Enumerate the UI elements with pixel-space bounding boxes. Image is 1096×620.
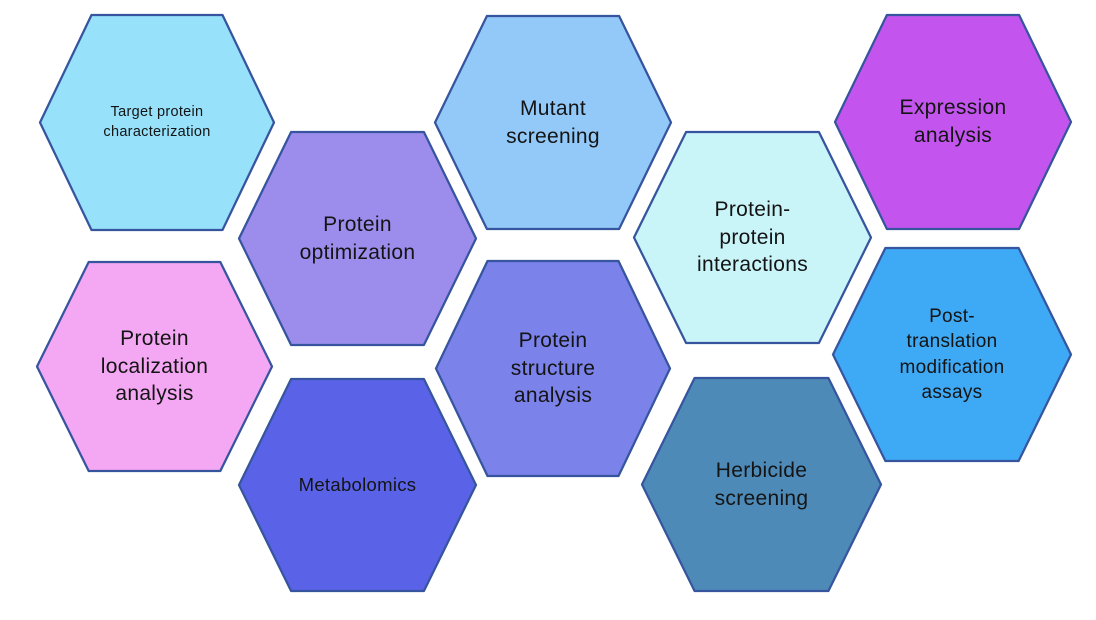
hexagon-shape [831, 246, 1073, 463]
hexagon-shape [434, 259, 672, 478]
hexagon-polygon [434, 259, 672, 478]
hexagon-polygon [433, 14, 673, 231]
hexagon-shape [35, 260, 274, 473]
hexagon-node-protein-structure-analysis[interactable]: Protein structure analysis [434, 259, 672, 478]
hexagon-polygon [237, 377, 478, 593]
hexagon-polygon [831, 246, 1073, 463]
hexagon-shape [632, 130, 873, 345]
hexagon-shape [433, 14, 673, 231]
hexagon-polygon [35, 260, 274, 473]
hexagon-shape [237, 130, 478, 347]
hexagon-polygon [640, 376, 883, 593]
hexagon-polygon [237, 130, 478, 347]
hexagon-node-post-translation-modification-assays[interactable]: Post- translation modification assays [831, 246, 1073, 463]
hexagon-polygon [833, 13, 1073, 231]
hexagon-node-protein-localization-analysis[interactable]: Protein localization analysis [35, 260, 274, 473]
hexagon-polygon [632, 130, 873, 345]
hexagon-shape [38, 13, 276, 232]
hexagon-shape [833, 13, 1073, 231]
hexagon-node-expression-analysis[interactable]: Expression analysis [833, 13, 1073, 231]
hexagon-shape [640, 376, 883, 593]
hexagon-polygon [38, 13, 276, 232]
hexagon-shape [237, 377, 478, 593]
